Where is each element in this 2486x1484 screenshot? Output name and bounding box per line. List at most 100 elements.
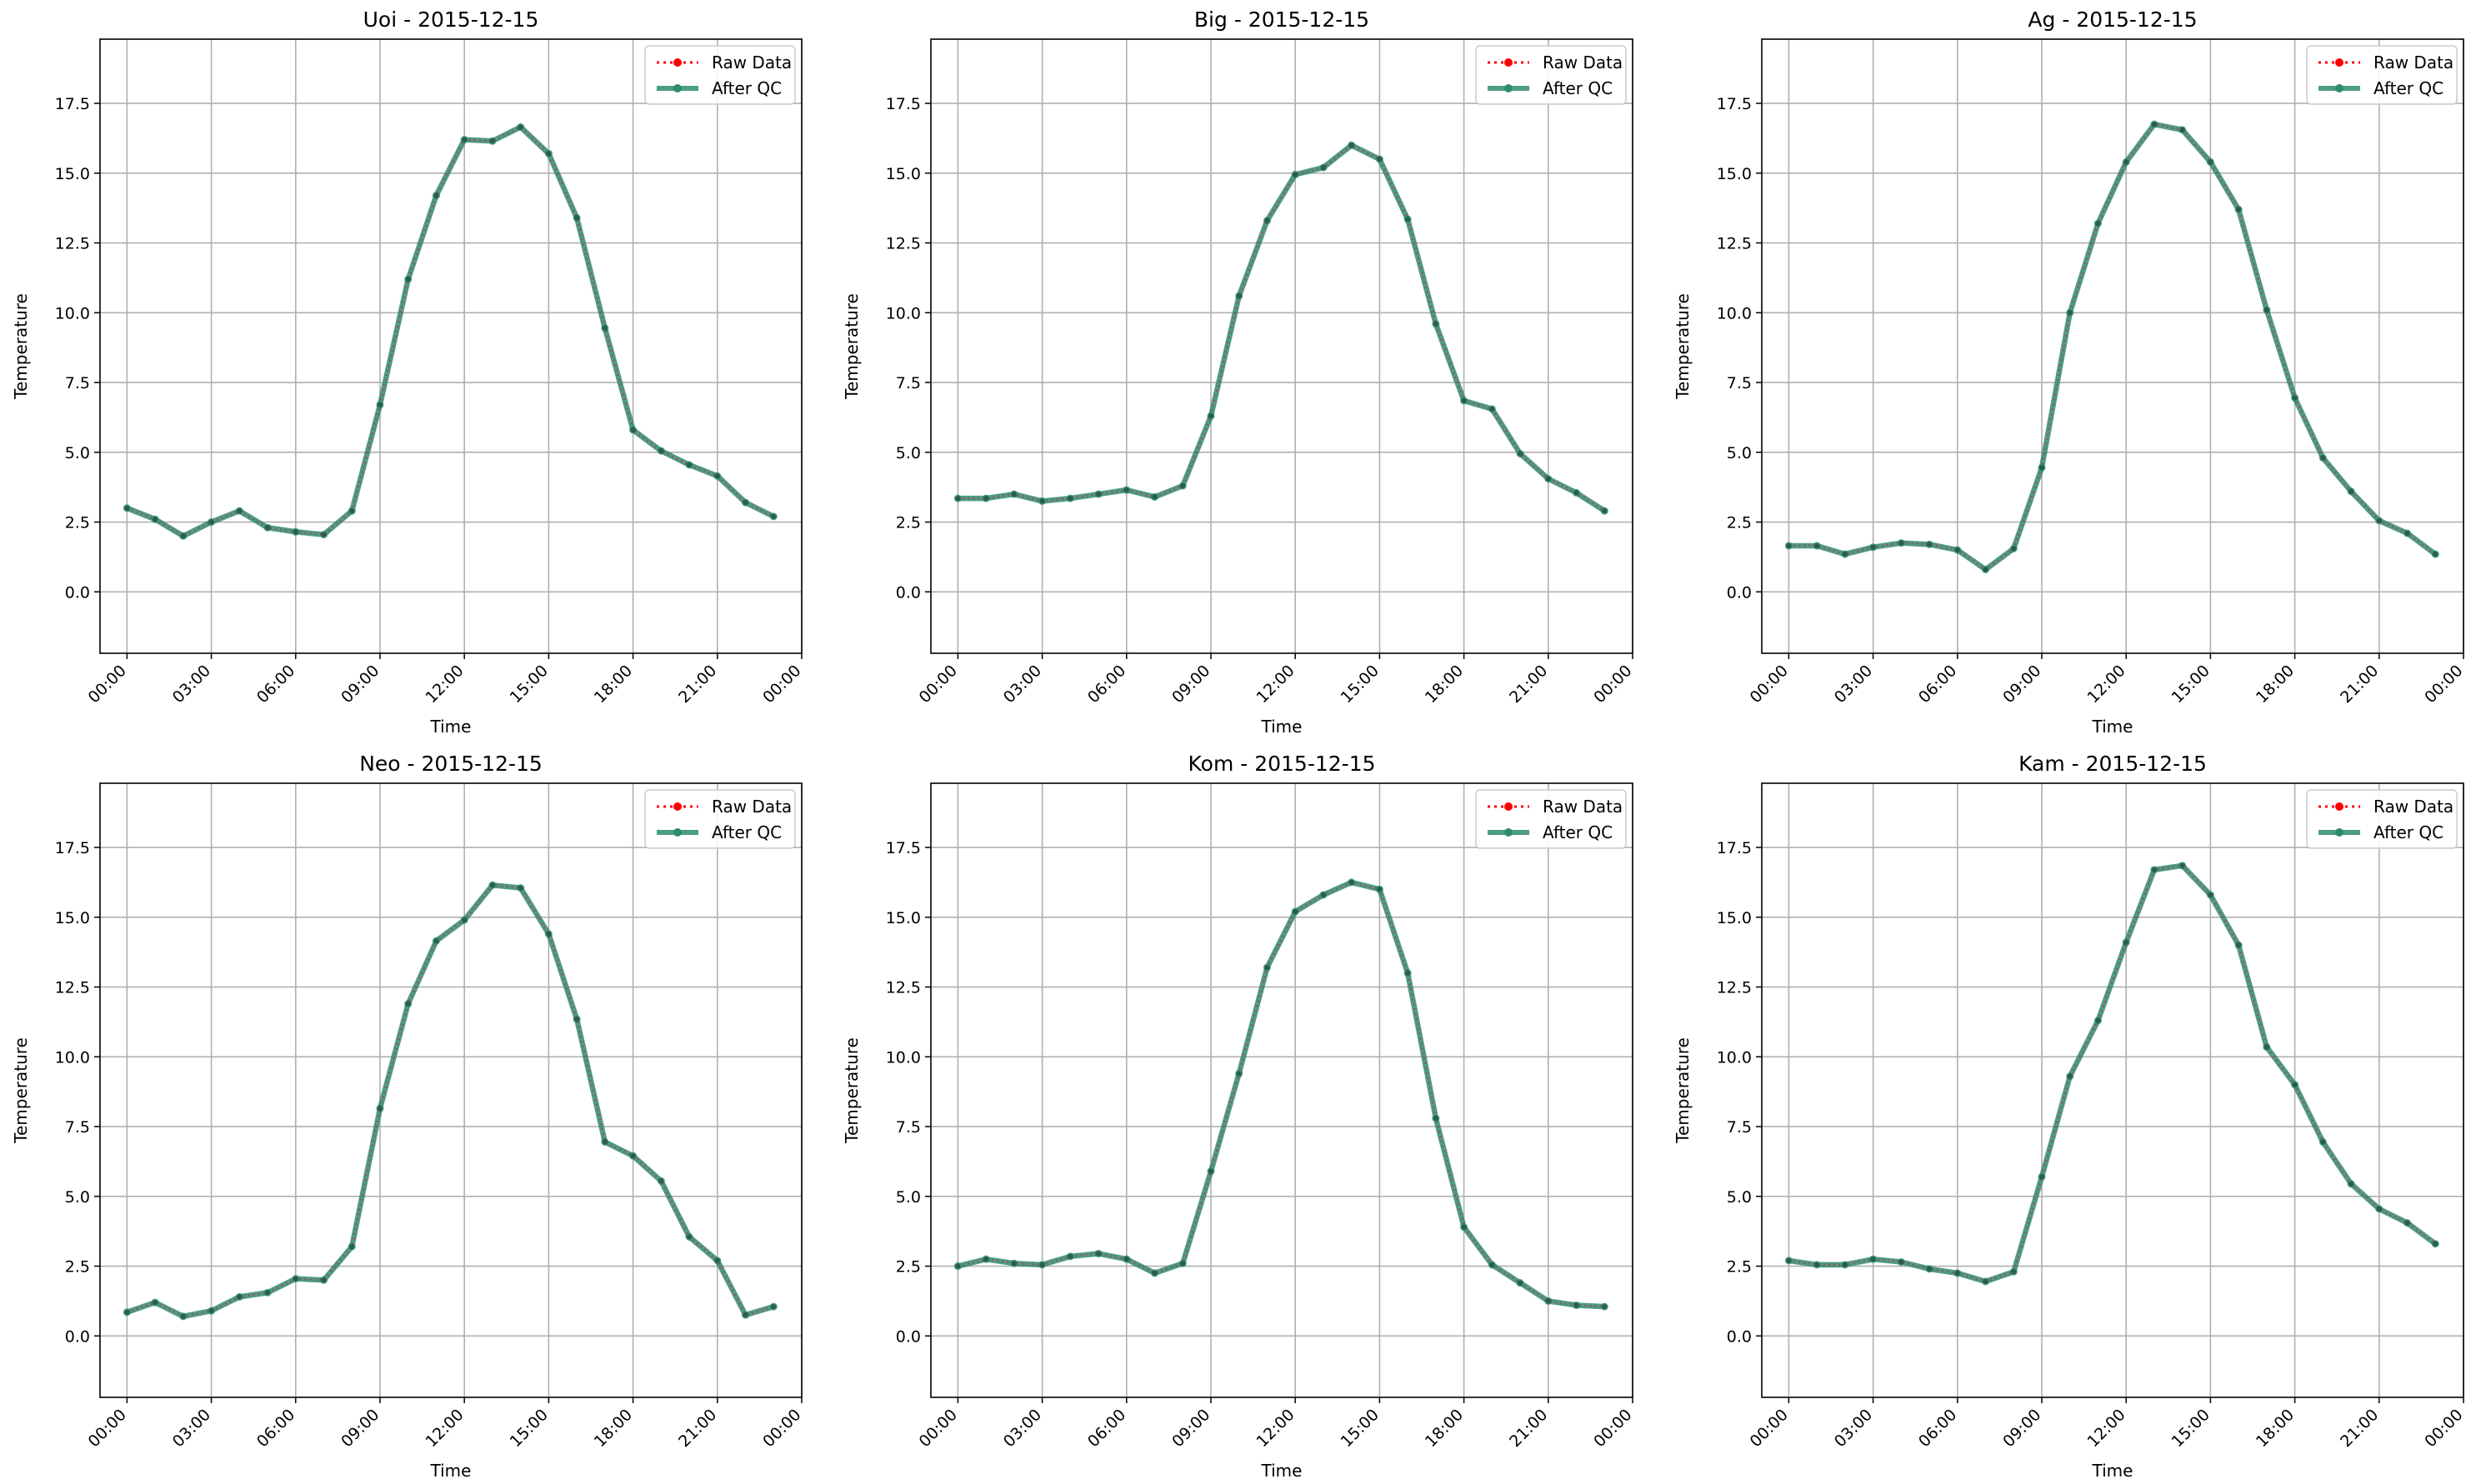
legend: Raw Data After QC — [2306, 45, 2458, 105]
y-tick-label: 7.5 — [1727, 374, 1752, 392]
x-tick-label: 06:00 — [1084, 662, 1129, 707]
x-tick-label: 09:00 — [1168, 1406, 1213, 1451]
legend: Raw Data After QC — [2306, 789, 2458, 849]
point-raw-data — [1545, 1298, 1551, 1304]
y-tick-label: 17.5 — [55, 839, 90, 857]
point-raw-data — [1264, 965, 1270, 971]
point-raw-data — [1870, 1257, 1876, 1262]
point-raw-data — [489, 882, 495, 888]
point-raw-data — [574, 1017, 580, 1022]
point-raw-data — [743, 1312, 748, 1318]
x-tick-label: 12:00 — [2083, 1406, 2128, 1451]
point-raw-data — [983, 1257, 989, 1262]
point-raw-data — [1039, 1262, 1045, 1267]
point-raw-data — [658, 1178, 664, 1184]
x-tick-label: 12:00 — [1253, 662, 1298, 707]
legend-qc-marker — [1504, 84, 1513, 92]
point-raw-data — [602, 325, 608, 331]
series-line-after-qc — [955, 879, 1608, 1310]
y-tick-label: 10.0 — [55, 304, 90, 322]
x-tick-label: 21:00 — [1506, 662, 1551, 707]
y-tick-label: 7.5 — [896, 374, 921, 392]
point-raw-data — [1433, 1116, 1438, 1121]
legend-qc-marker — [673, 828, 682, 837]
x-tick-label: 15:00 — [2168, 662, 2213, 707]
point-raw-data — [1320, 892, 1326, 897]
y-tick-label: 7.5 — [65, 1118, 90, 1137]
point-raw-data — [1842, 1262, 1848, 1267]
point-raw-data — [687, 462, 693, 467]
y-axis-label: Temperature — [842, 1037, 862, 1144]
chart-panel-kam: 00:00 03:00 06:00 09:00 12:00 15:00 18:00 21:00… — [1673, 752, 2467, 1481]
point-raw-data — [2376, 1206, 2382, 1212]
point-raw-data — [349, 508, 355, 514]
x-tick-label: 09:00 — [338, 662, 383, 707]
y-tick-label: 10.0 — [55, 1048, 90, 1067]
point-raw-data — [1602, 508, 1608, 514]
point-raw-data — [2263, 307, 2269, 312]
x-tick-label: 21:00 — [675, 662, 720, 707]
y-tick-label: 17.5 — [886, 839, 921, 857]
y-tick-label: 15.0 — [55, 909, 90, 927]
point-raw-data — [1602, 1304, 1608, 1310]
x-tick-label: 09:00 — [1999, 1406, 2044, 1451]
point-raw-data — [405, 1001, 411, 1007]
legend: Raw Data After QC — [644, 789, 796, 849]
legend-raw-marker — [2335, 802, 2343, 811]
point-raw-data — [321, 532, 327, 537]
point-raw-data — [124, 505, 130, 511]
plot-area — [931, 39, 1633, 653]
point-raw-data — [1518, 1280, 1523, 1286]
x-tick-label: 12:00 — [2083, 662, 2128, 707]
point-raw-data — [237, 508, 243, 514]
point-raw-data — [349, 1244, 355, 1250]
point-raw-data — [237, 1294, 243, 1300]
chart-panel-big: 00:00 03:00 06:00 09:00 12:00 15:00 18:00 21:00… — [842, 7, 1636, 737]
point-raw-data — [2404, 530, 2410, 536]
x-tick-label: 06:00 — [253, 1406, 298, 1451]
point-raw-data — [265, 1290, 271, 1296]
point-raw-data — [1433, 321, 1438, 327]
x-axis-label: Time — [2092, 717, 2133, 737]
y-axis-label: Temperature — [1673, 1037, 1693, 1144]
point-raw-data — [2095, 1017, 2101, 1023]
point-raw-data — [955, 496, 961, 502]
legend-raw-label: Raw Data — [2373, 797, 2453, 817]
legend-raw-marker — [1504, 802, 1513, 811]
x-tick-label: 18:00 — [2253, 1406, 2298, 1451]
x-tick-label: 21:00 — [675, 1406, 720, 1451]
plot-frame — [930, 38, 1633, 654]
point-raw-data — [1545, 476, 1551, 482]
point-raw-data — [2038, 465, 2044, 471]
plot-area — [100, 39, 802, 653]
x-tick-label: 03:00 — [169, 1406, 214, 1451]
point-raw-data — [180, 533, 186, 539]
y-tick-label: 5.0 — [1727, 1188, 1752, 1207]
x-tick-label: 21:00 — [2337, 662, 2382, 707]
series-line-raw-data — [1788, 122, 2437, 572]
point-raw-data — [293, 529, 298, 535]
point-raw-data — [208, 1308, 214, 1314]
point-raw-data — [1123, 1257, 1129, 1262]
point-raw-data — [265, 525, 271, 531]
point-raw-data — [1068, 1253, 1073, 1259]
point-raw-data — [1461, 1224, 1467, 1230]
legend-qc-label: After QC — [712, 78, 782, 98]
point-raw-data — [546, 151, 552, 157]
point-raw-data — [630, 427, 636, 432]
y-tick-label: 2.5 — [896, 514, 921, 532]
point-raw-data — [2320, 455, 2326, 461]
x-tick-label: 03:00 — [1000, 662, 1045, 707]
x-tick-label: 00:00 — [1590, 662, 1635, 707]
point-raw-data — [1152, 494, 1158, 500]
point-raw-data — [658, 448, 664, 454]
x-tick-label: 00:00 — [85, 1406, 130, 1451]
plot-frame — [930, 782, 1633, 1398]
point-raw-data — [2151, 867, 2157, 872]
x-tick-label: 00:00 — [1590, 1406, 1635, 1451]
point-raw-data — [2433, 552, 2438, 557]
point-raw-data — [2123, 159, 2129, 165]
y-tick-label: 2.5 — [896, 1258, 921, 1277]
point-raw-data — [1786, 543, 1792, 549]
point-raw-data — [180, 1313, 186, 1319]
